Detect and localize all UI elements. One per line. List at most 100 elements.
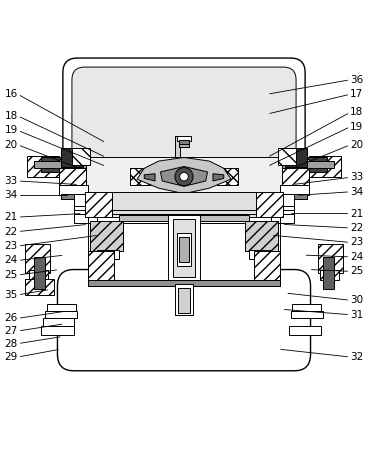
Bar	[112, 192, 256, 217]
Bar	[88, 222, 280, 286]
Polygon shape	[144, 174, 155, 181]
Bar	[34, 161, 86, 168]
Bar	[25, 279, 54, 295]
Text: 20: 20	[4, 140, 18, 150]
Text: 21: 21	[4, 212, 18, 222]
Bar	[178, 237, 190, 262]
Bar	[72, 148, 90, 164]
Text: 23: 23	[350, 237, 364, 247]
Bar	[86, 157, 282, 192]
Bar	[278, 148, 296, 164]
Text: 23: 23	[4, 241, 18, 251]
Text: 31: 31	[350, 310, 364, 320]
Text: 33: 33	[4, 176, 18, 186]
Text: 18: 18	[350, 107, 364, 117]
Text: 29: 29	[4, 352, 18, 362]
Bar	[61, 148, 83, 166]
Bar	[249, 250, 271, 259]
Circle shape	[180, 172, 188, 181]
Bar	[168, 215, 200, 281]
Bar	[280, 157, 294, 222]
Bar	[280, 193, 294, 213]
Bar	[178, 140, 190, 145]
Circle shape	[175, 168, 193, 186]
Bar	[45, 311, 77, 319]
Bar	[41, 157, 63, 172]
Bar	[282, 159, 309, 184]
Bar	[178, 136, 190, 146]
Bar	[130, 168, 152, 184]
Bar	[309, 155, 341, 177]
Text: 35: 35	[4, 290, 18, 300]
Text: 21: 21	[350, 209, 364, 219]
Bar	[245, 221, 278, 252]
Bar	[175, 136, 180, 157]
Bar	[282, 161, 334, 168]
Bar	[59, 184, 88, 195]
Text: 20: 20	[350, 140, 364, 150]
Bar	[280, 184, 309, 195]
Bar	[74, 193, 88, 213]
Bar	[25, 244, 50, 273]
Text: 26: 26	[4, 313, 18, 323]
Bar	[291, 311, 323, 319]
Bar	[97, 250, 119, 259]
Bar	[323, 257, 334, 290]
Text: 30: 30	[350, 295, 364, 305]
Bar	[74, 157, 88, 222]
FancyBboxPatch shape	[72, 67, 296, 168]
Bar	[27, 155, 59, 177]
Text: 33: 33	[350, 173, 364, 182]
Bar	[216, 168, 238, 184]
Bar	[305, 157, 327, 172]
Text: 36: 36	[350, 75, 364, 85]
Text: 34: 34	[4, 191, 18, 201]
Bar	[318, 244, 343, 273]
Polygon shape	[160, 166, 208, 186]
Text: 32: 32	[350, 352, 364, 362]
Text: 19: 19	[4, 125, 18, 136]
Bar	[178, 288, 190, 313]
Bar	[293, 304, 321, 311]
Bar	[119, 215, 249, 221]
Bar	[256, 192, 283, 217]
Bar	[43, 319, 74, 326]
Text: 34: 34	[350, 187, 364, 197]
Bar	[175, 284, 193, 315]
Polygon shape	[137, 157, 231, 193]
Text: 22: 22	[4, 227, 18, 237]
Text: 22: 22	[350, 223, 364, 233]
Bar	[41, 326, 74, 335]
Bar	[61, 193, 83, 199]
Bar	[29, 270, 49, 281]
Bar	[177, 136, 191, 141]
Text: 25: 25	[350, 266, 364, 276]
Bar	[177, 233, 191, 266]
Bar	[59, 159, 86, 184]
Bar	[285, 148, 307, 166]
Text: 24: 24	[350, 252, 364, 262]
Bar	[88, 252, 113, 281]
Bar	[90, 221, 123, 252]
Bar	[285, 193, 307, 199]
Text: 16: 16	[4, 89, 18, 99]
Bar	[173, 219, 195, 277]
Text: 17: 17	[350, 89, 364, 99]
Text: 24: 24	[4, 255, 18, 265]
Bar	[34, 257, 45, 290]
FancyBboxPatch shape	[63, 58, 305, 172]
Polygon shape	[213, 174, 224, 181]
Text: 18: 18	[4, 111, 18, 121]
Bar	[319, 270, 339, 281]
Text: 28: 28	[4, 338, 18, 349]
Bar	[47, 304, 75, 311]
Bar	[255, 252, 280, 281]
Text: 25: 25	[4, 270, 18, 280]
Bar	[289, 326, 321, 335]
Text: 27: 27	[4, 326, 18, 336]
Bar	[88, 281, 280, 286]
Bar	[85, 192, 112, 217]
Bar	[97, 192, 271, 222]
FancyBboxPatch shape	[57, 270, 311, 371]
Text: 19: 19	[350, 122, 364, 132]
